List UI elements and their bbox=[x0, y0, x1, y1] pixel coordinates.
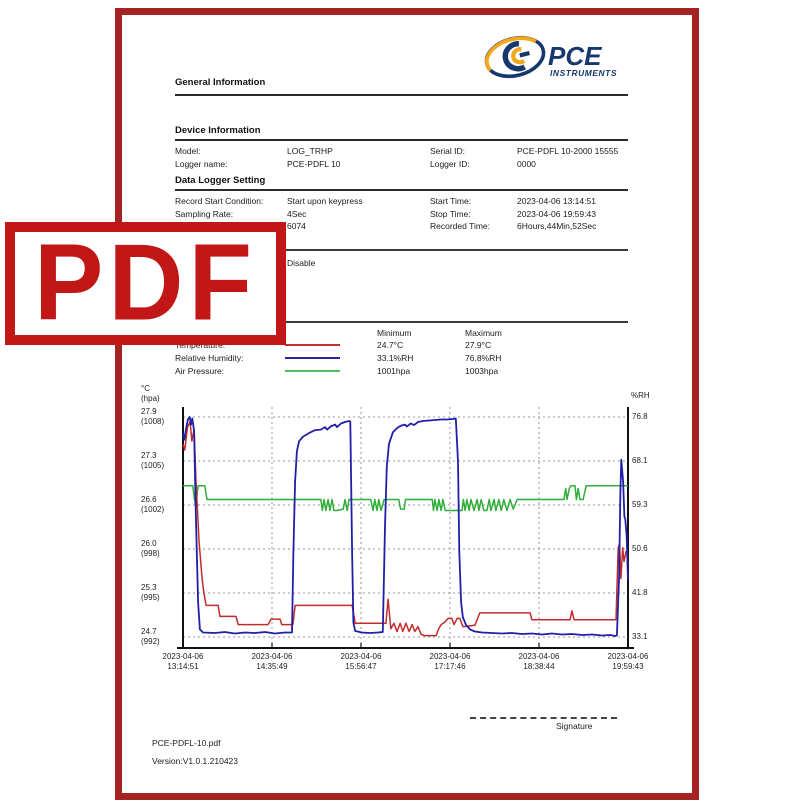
y-left-tick-label: 25.3 (995) bbox=[141, 583, 160, 602]
stop-time-label: Stop Time: bbox=[430, 209, 471, 219]
pressure-max: 1003hpa bbox=[465, 366, 499, 376]
divider-alarm bbox=[175, 249, 628, 251]
data-logger-chart bbox=[177, 407, 634, 649]
series-air-pressure bbox=[183, 485, 628, 512]
serial-id-label: Serial ID: bbox=[430, 146, 465, 156]
y-right-tick-label: 50.6 bbox=[632, 544, 648, 553]
alarm-value: Disable bbox=[287, 258, 316, 268]
humidity-max: 76.8%RH bbox=[465, 353, 502, 363]
temperature-legend-line bbox=[285, 344, 340, 346]
y-left-axis-title: °C (hpa) bbox=[141, 384, 160, 403]
signature-line bbox=[470, 717, 617, 719]
y-right-tick-label: 59.3 bbox=[632, 500, 648, 509]
start-time-value: 2023-04-06 13:14:51 bbox=[517, 196, 596, 206]
y-left-tick-label: 26.6 (1002) bbox=[141, 495, 165, 514]
temperature-min: 24.7°C bbox=[377, 340, 404, 350]
model-value: LOG_TRHP bbox=[287, 146, 333, 156]
signature-label: Signature bbox=[556, 721, 593, 731]
x-tick-label: 2023-04-06 19:59:43 bbox=[607, 652, 649, 671]
logger-name-value: PCE-PDFL 10 bbox=[287, 159, 341, 169]
x-tick-label: 2023-04-06 13:14:51 bbox=[162, 652, 204, 671]
humidity-min: 33.1%RH bbox=[377, 353, 414, 363]
footer-version: Version:V1.0.1.210423 bbox=[152, 756, 239, 766]
y-right-tick-label: 41.8 bbox=[632, 588, 648, 597]
x-tick-label: 2023-04-06 18:38:44 bbox=[518, 652, 560, 671]
x-tick-label: 2023-04-06 15:56:47 bbox=[340, 652, 382, 671]
pressure-label: Air Pressure: bbox=[175, 366, 225, 376]
y-right-tick-label: 68.1 bbox=[632, 456, 648, 465]
start-time-label: Start Time: bbox=[430, 196, 472, 206]
y-left-tick-label: 27.3 (1005) bbox=[141, 451, 165, 470]
y-right-axis-title: %RH bbox=[631, 391, 650, 400]
sampling-rate-label: Sampling Rate: bbox=[175, 209, 234, 219]
series-relative-humidity bbox=[182, 416, 629, 637]
divider-summary bbox=[175, 321, 628, 323]
divider-general bbox=[175, 94, 628, 96]
recorded-time-value: 6Hours,44Min,52Sec bbox=[517, 221, 597, 231]
humidity-label: Relative Humidity: bbox=[175, 353, 244, 363]
summary-col-maximum: Maximum bbox=[465, 328, 502, 338]
temperature-label: Temperature: bbox=[175, 340, 226, 350]
series-temperature bbox=[182, 421, 629, 637]
record-count-value: 6074 bbox=[287, 221, 306, 231]
logger-id-value: 0000 bbox=[517, 159, 536, 169]
humidity-legend-line bbox=[285, 357, 340, 359]
summary-col-minimum: Minimum bbox=[377, 328, 412, 338]
divider-device bbox=[175, 139, 628, 141]
recorded-time-label: Recorded Time: bbox=[430, 221, 490, 231]
temperature-max: 27.9°C bbox=[465, 340, 492, 350]
record-condition-value: Start upon keypress bbox=[287, 196, 363, 206]
y-right-tick-label: 76.8 bbox=[632, 412, 648, 421]
pdf-stamp: PDF bbox=[5, 222, 286, 345]
logger-id-label: Logger ID: bbox=[430, 159, 470, 169]
y-left-tick-label: 24.7 (992) bbox=[141, 627, 160, 646]
record-condition-label: Record Start Condition: bbox=[175, 196, 264, 206]
serial-id-value: PCE-PDFL 10-2000 15555 bbox=[517, 146, 619, 156]
section-device-information: Device Information bbox=[175, 125, 261, 136]
pdf-stamp-text: PDF bbox=[34, 222, 257, 344]
y-left-tick-label: 26.0 (998) bbox=[141, 539, 160, 558]
pressure-min: 1001hpa bbox=[377, 366, 411, 376]
footer-filename: PCE-PDFL-10.pdf bbox=[152, 738, 221, 748]
x-tick-label: 2023-04-06 14:35:49 bbox=[251, 652, 293, 671]
sampling-rate-value: 4Sec bbox=[287, 209, 307, 219]
section-general-information: General Information bbox=[175, 77, 266, 88]
divider-logger bbox=[175, 189, 628, 191]
pressure-legend-line bbox=[285, 370, 340, 372]
section-data-logger-setting: Data Logger Setting bbox=[175, 175, 266, 186]
logo-brand-text: PCE bbox=[548, 41, 602, 71]
x-tick-label: 2023-04-06 17:17:46 bbox=[429, 652, 471, 671]
y-right-tick-label: 33.1 bbox=[632, 632, 648, 641]
stop-time-value: 2023-04-06 19:59:43 bbox=[517, 209, 596, 219]
model-label: Model: bbox=[175, 146, 201, 156]
y-left-tick-label: 27.9 (1008) bbox=[141, 407, 165, 426]
pce-instruments-logo: PCE INSTRUMENTS bbox=[484, 35, 617, 79]
logo-sub-text: INSTRUMENTS bbox=[550, 68, 617, 78]
logger-name-label: Logger name: bbox=[175, 159, 228, 169]
